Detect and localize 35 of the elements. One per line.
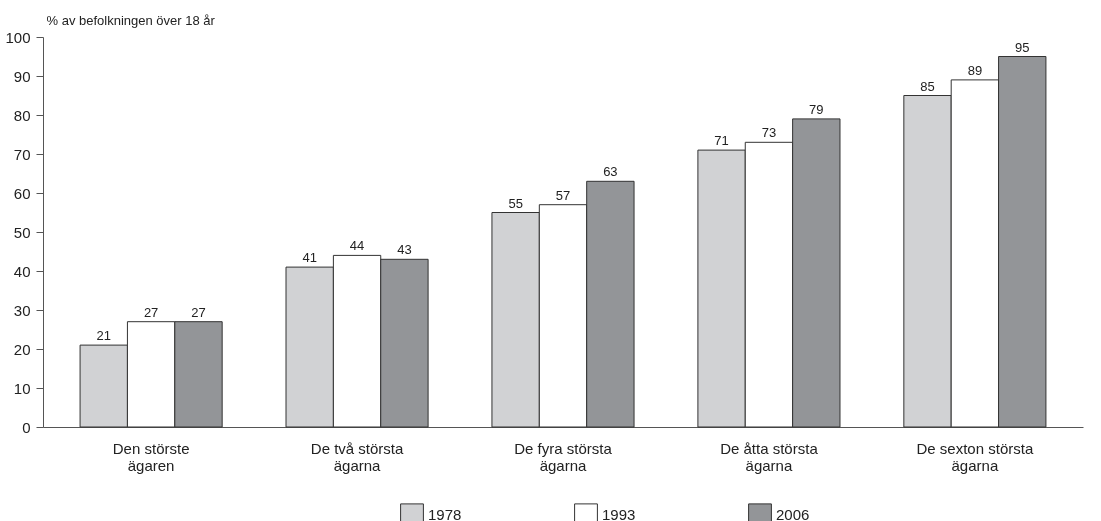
y-tick-label: 70: [13, 145, 31, 163]
y-tick-label: 40: [13, 262, 31, 280]
y-tick-label: 30: [13, 301, 31, 319]
y-tick-label: 60: [13, 184, 31, 202]
legend-label: 2006: [776, 506, 810, 521]
data-label: 71: [714, 133, 729, 149]
data-label: 27: [191, 304, 206, 320]
data-label: 41: [302, 250, 317, 266]
x-tick-label: De fyra största ägarna: [514, 439, 613, 474]
data-label: 63: [603, 164, 618, 180]
x-tick-label: De sexton största ägarna: [916, 439, 1034, 474]
y-tick-label: 0: [22, 418, 31, 436]
y-tick-label: 80: [13, 106, 31, 124]
x-tick-label: Den störste ägaren: [112, 439, 190, 474]
data-label: 95: [1015, 39, 1030, 55]
data-label: 44: [349, 238, 365, 254]
data-label: 85: [920, 78, 935, 94]
data-label: 89: [967, 62, 983, 78]
data-label: 79: [809, 101, 824, 117]
data-label: 73: [761, 125, 777, 141]
data-label: 55: [508, 195, 523, 211]
y-axis-title: % av befolkningen över 18 år: [46, 12, 216, 28]
legend-label: 1978: [428, 506, 462, 521]
legend-label: 1993: [602, 506, 636, 521]
y-tick-label: 100: [5, 28, 31, 46]
y-tick-label: 10: [13, 379, 31, 397]
y-tick-label: 20: [13, 340, 31, 358]
data-label: 27: [143, 304, 159, 320]
x-tick-label: De åtta största ägarna: [720, 439, 819, 474]
x-tick-label: De två största ägarna: [310, 439, 404, 474]
y-tick-label: 50: [13, 223, 31, 241]
data-label: 43: [397, 242, 412, 258]
data-label: 21: [96, 328, 111, 344]
y-tick-label: 90: [13, 67, 31, 85]
data-label: 57: [555, 187, 571, 203]
